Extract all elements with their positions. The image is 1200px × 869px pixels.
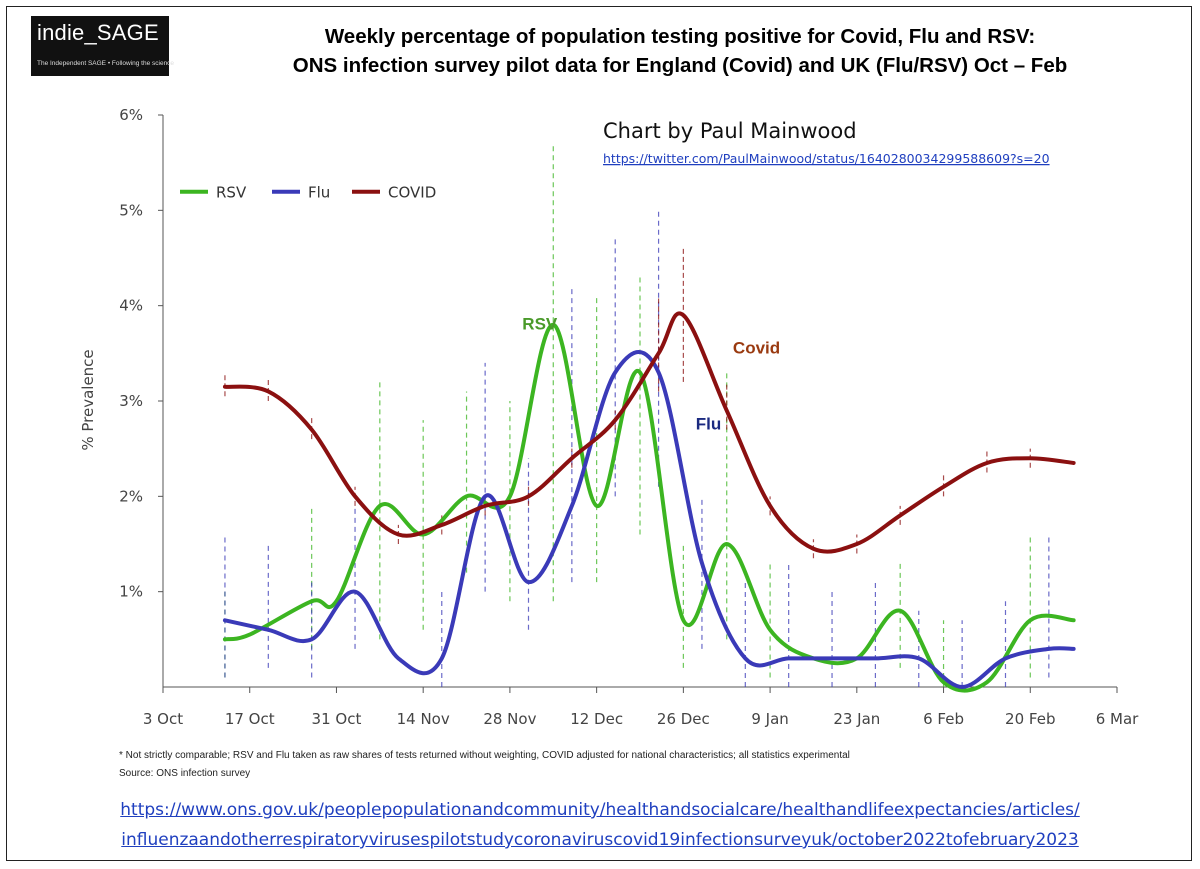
- title-line-1: Weekly percentage of population testing …: [324, 25, 1036, 48]
- legend-label-flu: Flu: [308, 183, 330, 201]
- x-tick-label: 6 Feb: [923, 710, 964, 728]
- x-tick-label: 23 Jan: [833, 710, 880, 728]
- indie-sage-logo: indie_SAGE The Independent SAGE • Follow…: [31, 16, 174, 76]
- footnote: * Not strictly comparable; RSV and Flu t…: [119, 750, 850, 761]
- ons-link-line-2[interactable]: influenzaandotherrespiratoryvirusespilot…: [121, 830, 1079, 850]
- x-tick-label: 28 Nov: [483, 710, 536, 728]
- y-tick-label: 1%: [119, 583, 143, 601]
- x-tick-label: 26 Dec: [657, 710, 710, 728]
- y-tick-label: 3%: [119, 392, 143, 410]
- source-note: Source: ONS infection survey: [119, 768, 251, 779]
- y-tick-label: 6%: [119, 106, 143, 124]
- figure-frame: [6, 6, 1192, 861]
- annotation-rsv: RSV: [522, 315, 558, 334]
- y-tick-label: 2%: [119, 487, 143, 505]
- ons-link-line-1[interactable]: https://www.ons.gov.uk/peoplepopulationa…: [120, 800, 1080, 820]
- legend-label-covid: COVID: [388, 183, 436, 201]
- annotation-flu: Flu: [696, 415, 722, 434]
- chart-credit: Chart by Paul Mainwood: [603, 119, 857, 143]
- x-tick-label: 31 Oct: [312, 710, 362, 728]
- series-flu-line: [222, 350, 1076, 689]
- y-tick-label: 5%: [119, 201, 143, 219]
- x-tick-label: 17 Oct: [225, 710, 275, 728]
- legend-label-rsv: RSV: [216, 183, 247, 201]
- x-tick-label: 20 Feb: [1005, 710, 1055, 728]
- annotation-covid: Covid: [733, 338, 780, 357]
- x-tick-label: 9 Jan: [751, 710, 788, 728]
- y-axis-label: % Prevalence: [79, 349, 97, 450]
- x-tick-label: 6 Mar: [1096, 710, 1139, 728]
- credit-link[interactable]: https://twitter.com/PaulMainwood/status/…: [603, 151, 1050, 166]
- y-tick-label: 4%: [119, 297, 143, 315]
- logo-tagline: The Independent SAGE • Following the sci…: [37, 60, 175, 67]
- series-covid-line: [222, 311, 1076, 554]
- x-tick-label: 3 Oct: [143, 710, 183, 728]
- series-rsv-line: [222, 322, 1076, 693]
- x-tick-label: 14 Nov: [397, 710, 450, 728]
- x-tick-label: 12 Dec: [570, 710, 623, 728]
- page-title: Weekly percentage of population testing …: [180, 22, 1180, 80]
- logo-name: indie_SAGE: [37, 20, 159, 45]
- title-line-2: ONS infection survey pilot data for Engl…: [292, 54, 1068, 77]
